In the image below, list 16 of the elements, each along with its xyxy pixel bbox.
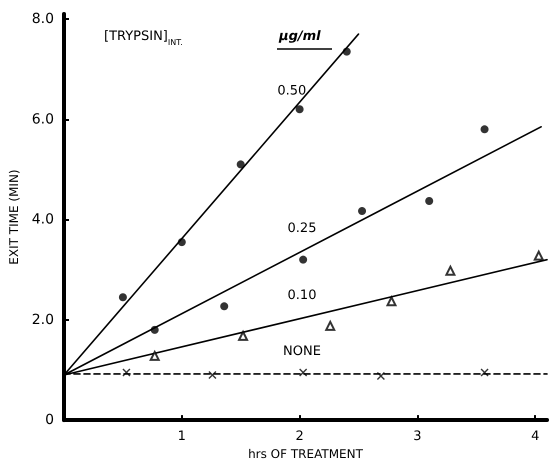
y-tick-label: 0 [45, 412, 54, 428]
series-label: 0.25 [288, 221, 316, 236]
y-tick-label: 4.0 [32, 212, 54, 228]
y-axis-title: EXIT TIME (MIN) [7, 169, 21, 265]
x-tick-label: 1 [178, 429, 186, 444]
legend-title: µg/ml [278, 29, 322, 44]
y-tick-label: 8.0 [32, 11, 54, 28]
x-tick-label: 2 [295, 429, 304, 444]
x-tick-label: 3 [413, 429, 422, 444]
x-axis-title: hrs OF TREATMENT [248, 447, 364, 461]
x-tick-label: 4 [531, 429, 540, 444]
series-label: 0.50 [277, 84, 306, 99]
series-label: NONE [283, 344, 321, 359]
y-tick-label: 2.0 [32, 312, 54, 328]
series-label: 0.10 [288, 288, 316, 304]
y-tick-label: 6.0 [32, 111, 54, 128]
